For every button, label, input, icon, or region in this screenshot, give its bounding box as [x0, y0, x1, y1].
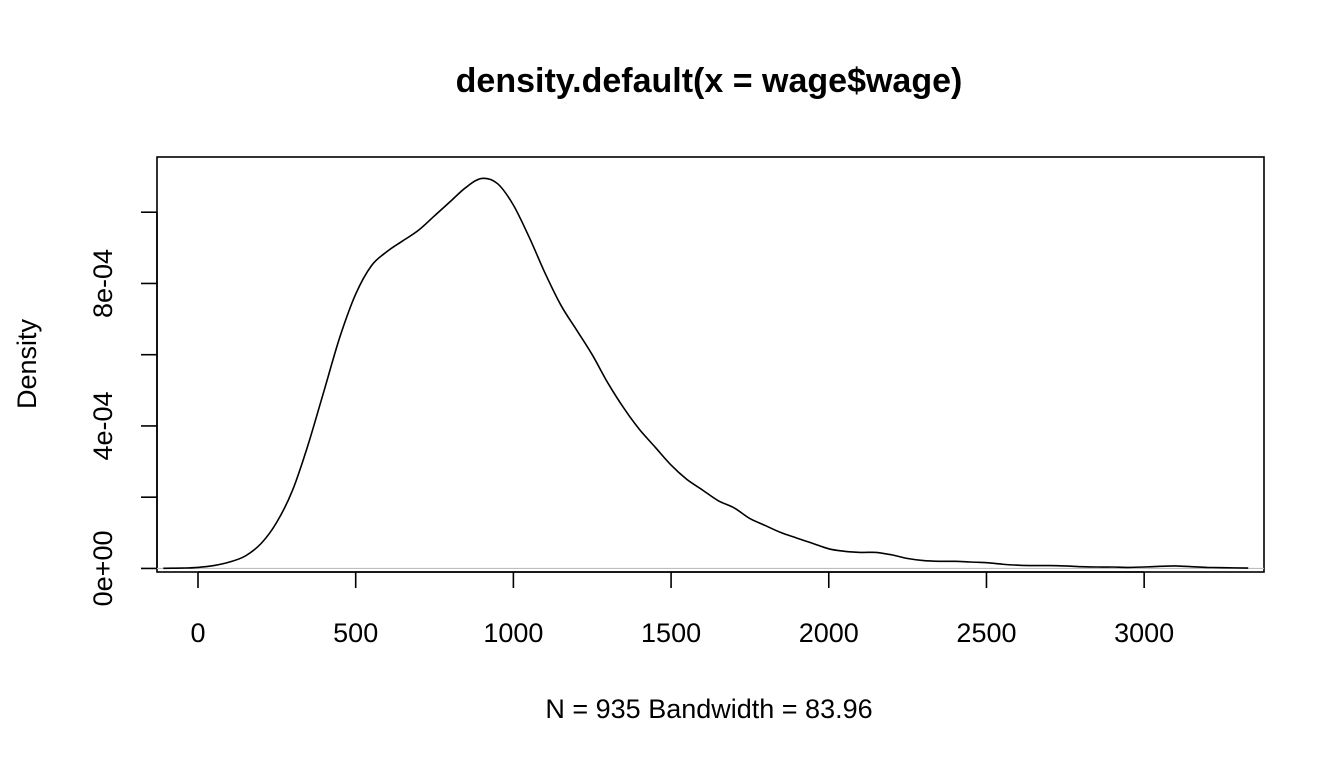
x-tick-label: 2000 [799, 618, 859, 648]
y-tick-label: 0e+00 [88, 531, 118, 607]
x-tick-label: 1500 [641, 618, 701, 648]
x-tick-label: 500 [333, 618, 378, 648]
y-tick-label: 4e-04 [88, 391, 118, 460]
x-axis: 0 500 1000 1500 2000 2500 3000 [190, 571, 1174, 648]
x-tick-label: 2500 [956, 618, 1016, 648]
plot-frame [156, 156, 1265, 573]
x-axis-label: N = 935 Bandwidth = 83.96 [545, 694, 872, 724]
y-axis: 0e+00 4e-04 8e-04 [88, 211, 158, 607]
plot-area [157, 177, 1264, 570]
density-curve [163, 177, 1249, 570]
x-tick-label: 1000 [483, 618, 543, 648]
y-axis-label: Density [12, 318, 42, 409]
y-tick-label: 8e-04 [88, 249, 118, 318]
chart-title: density.default(x = wage$wage) [456, 62, 963, 100]
x-tick-label: 3000 [1114, 618, 1174, 648]
x-tick-label: 0 [190, 618, 205, 648]
